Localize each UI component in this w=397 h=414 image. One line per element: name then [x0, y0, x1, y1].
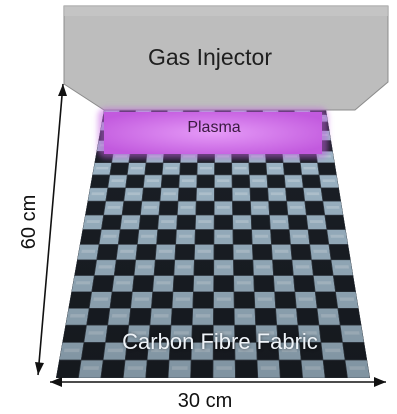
height-dimension-arrow [35, 83, 67, 376]
height-label: 60 cm [18, 194, 40, 250]
plasma-label: Plasma [187, 119, 241, 136]
width-dimension-arrow [50, 377, 386, 387]
plasma-region [98, 108, 328, 158]
fabric-label: Carbon Fibre Fabric [122, 329, 318, 354]
width-label: 30 cm [177, 390, 233, 412]
gas-injector-label: Gas Injector [148, 44, 272, 70]
